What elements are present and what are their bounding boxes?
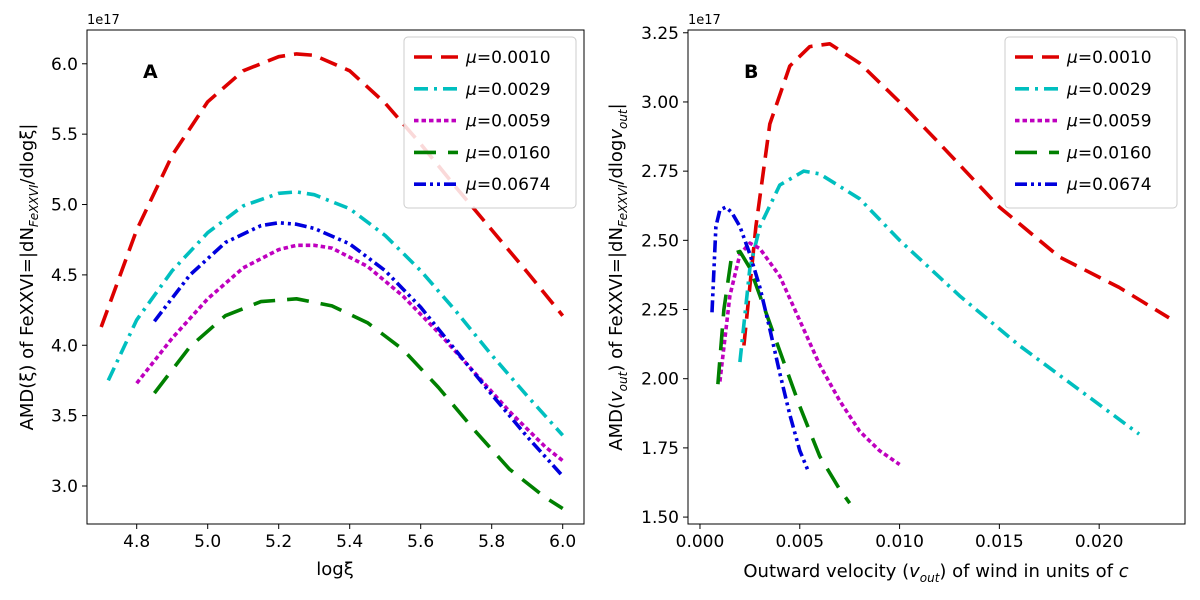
panel-b-y-axis-title: AMD(vout) of FeXXVI=|dNFeXXVI/dlogvout| (606, 103, 630, 450)
panel-b-x-tick-label: 0.010 (875, 532, 924, 552)
panel-b-legend-box (1004, 36, 1178, 209)
panel-b-legend: μ=0.0010 μ=0.0029 μ=0.0059 μ=0.0160 μ=0.0674 (1004, 36, 1178, 209)
panel-b-ylabel-part-3: /dlog (606, 140, 627, 185)
panel-a-x-tick-label: 4.8 (123, 532, 150, 552)
panel-b-ylabel-part-1: AMD( (606, 402, 627, 451)
panel-b-y-tick-label: 1.50 (641, 508, 679, 528)
panel-b-legend-label-0.0674: μ=0.0674 (1066, 175, 1152, 195)
panel-a-y-tick-label: 3.5 (51, 407, 78, 427)
panel-a-x-tick-label: 5.8 (478, 532, 505, 552)
panel-b-ylabel-part-2: ) of FeXXVI=|dN (606, 227, 627, 372)
panel-a-x-tick-label: 5.6 (407, 532, 434, 552)
panel-b-legend-label-0.0010: μ=0.0010 (1066, 48, 1152, 68)
panel-b-y-tick-label: 3.25 (641, 24, 679, 44)
panel-b-x-tick-label: 0.000 (676, 532, 725, 552)
panel-a-series-line-0.0160 (152, 296, 564, 511)
panel-a-legend-label-0.0059: μ=0.0059 (465, 112, 551, 132)
panel-b-xlabel-part-2: ) of wind in units of (939, 561, 1118, 582)
panel-b-y-tick-label: 2.75 (641, 162, 679, 182)
panel-b-label: B (744, 61, 758, 83)
panel-b-series-line-0.0160 (716, 249, 852, 505)
panel-b-series-line-0.0029 (738, 169, 1141, 436)
panel-a-offset-label: 1e17 (87, 13, 120, 28)
panel-b-xlabel-v: v (909, 561, 920, 582)
panel-b-y-tick-label: 2.25 (641, 301, 679, 321)
panel-a-legend-label-0.0029: μ=0.0029 (465, 80, 551, 100)
panel-b-y-tick-label: 2.50 (641, 231, 679, 251)
panel-b-legend-label-0.0029: μ=0.0029 (1066, 80, 1152, 100)
panel-a-series-line-0.0674 (152, 221, 565, 478)
panel-b-x-axis-title: Outward velocity (vout) of wind in units… (743, 561, 1128, 585)
panel-b-x-ticks: 0.000 0.005 0.010 0.015 0.020 (676, 524, 1124, 552)
panel-b-x-tick-label: 0.020 (1075, 532, 1124, 552)
panel-a-frame (86, 29, 585, 525)
panel-a-x-tick-label: 5.0 (194, 532, 221, 552)
panel-b-xlabel-part-1: Outward velocity ( (743, 561, 909, 582)
panel-a-y-tick-label: 5.0 (51, 196, 78, 216)
panel-a-series-line-0.0059 (135, 243, 564, 463)
panel-b-legend-label-0.0160: μ=0.0160 (1066, 143, 1152, 163)
panel-a-legend: μ=0.0010 μ=0.0029 μ=0.0059 μ=0.0160 μ=0.0674 (403, 36, 577, 209)
panel-b-lines (710, 41, 1170, 505)
panel-a-series-line-0.0029 (106, 190, 565, 437)
panel-a-x-tick-label: 5.2 (265, 532, 292, 552)
panel-a-y-tick-label: 6.0 (51, 55, 78, 75)
panel-b-ylabel-sub3: out (616, 108, 630, 129)
panel-a-series-line-0.0010 (99, 52, 565, 328)
panel-a-y-tick-label: 4.0 (51, 336, 78, 356)
panel-b-x-tick-label: 0.005 (775, 532, 824, 552)
panel-b-offset-label: 1e17 (688, 13, 721, 28)
panel-b-y-tick-label: 2.00 (641, 370, 679, 390)
panel-b-ylabel-part-4: | (606, 103, 627, 109)
panel-b-series-line-0.0059 (718, 241, 901, 466)
panel-b-series-line-0.0010 (742, 41, 1170, 346)
panel-b-x-tick-label: 0.015 (975, 532, 1024, 552)
panel-b-ylabel-sub1: out (616, 370, 630, 391)
panel-a-y-axis-title: AMD(ξ) of FeXXVI=|dNFeXXVI/dlogξ| (17, 124, 41, 431)
panel-b-legend-label-0.0059: μ=0.0059 (1066, 112, 1152, 132)
panel-b-ylabel-v1: v (606, 391, 627, 402)
panel-b-y-ticks: 1.50 1.75 2.00 2.25 2.50 2.75 3.00 3.25 (641, 24, 688, 528)
panel-b-y-tick-label: 3.00 (641, 93, 679, 113)
panel-a-y-tick-label: 3.0 (51, 477, 78, 497)
panel-a: 4.8 5.0 5.2 5.4 5.6 5.8 6.0 3.0 3.5 4.0 4.5 5.0 5.5… (17, 13, 585, 580)
panel-b-y-tick-label: 1.75 (641, 439, 679, 459)
panel-a-y-tick-label: 4.5 (51, 266, 78, 286)
panel-b-frame (687, 29, 1186, 525)
panel-a-legend-box (403, 36, 577, 209)
panel-a-y-tick-label: 5.5 (51, 125, 78, 145)
panel-a-y-ticks: 3.0 3.5 4.0 4.5 5.0 5.5 6.0 (51, 55, 87, 497)
panel-a-label: A (143, 61, 158, 83)
panel-a-legend-label-0.0674: μ=0.0674 (465, 175, 551, 195)
panel-a-legend-label-0.0160: μ=0.0160 (465, 143, 551, 163)
panel-a-legend-label-0.0010: μ=0.0010 (465, 48, 551, 68)
panel-a-ylabel-part-1: AMD(ξ) of FeXXVI=|dN (17, 227, 38, 430)
panel-b: 0.000 0.005 0.010 0.015 0.020 1.50 1.75 2.00 2.… (606, 13, 1186, 585)
panel-a-lines (99, 52, 565, 511)
panel-b-xlabel-c: c (1119, 561, 1129, 582)
panel-a-x-tick-label: 5.4 (336, 532, 363, 552)
panel-b-ylabel-sub2: FeXXVI (616, 184, 630, 227)
panel-a-ylabel-sub: FeXXVI (27, 184, 41, 227)
panel-a-ylabel-part-2: /dlogξ| (17, 124, 38, 185)
panel-a-x-ticks: 4.8 5.0 5.2 5.4 5.6 5.8 6.0 (123, 524, 576, 552)
panel-a-x-axis-title: logξ (316, 559, 353, 580)
panel-b-xlabel-sub: out (920, 571, 941, 585)
panel-a-x-tick-label: 6.0 (549, 532, 576, 552)
panel-b-ylabel-v2: v (606, 129, 627, 140)
